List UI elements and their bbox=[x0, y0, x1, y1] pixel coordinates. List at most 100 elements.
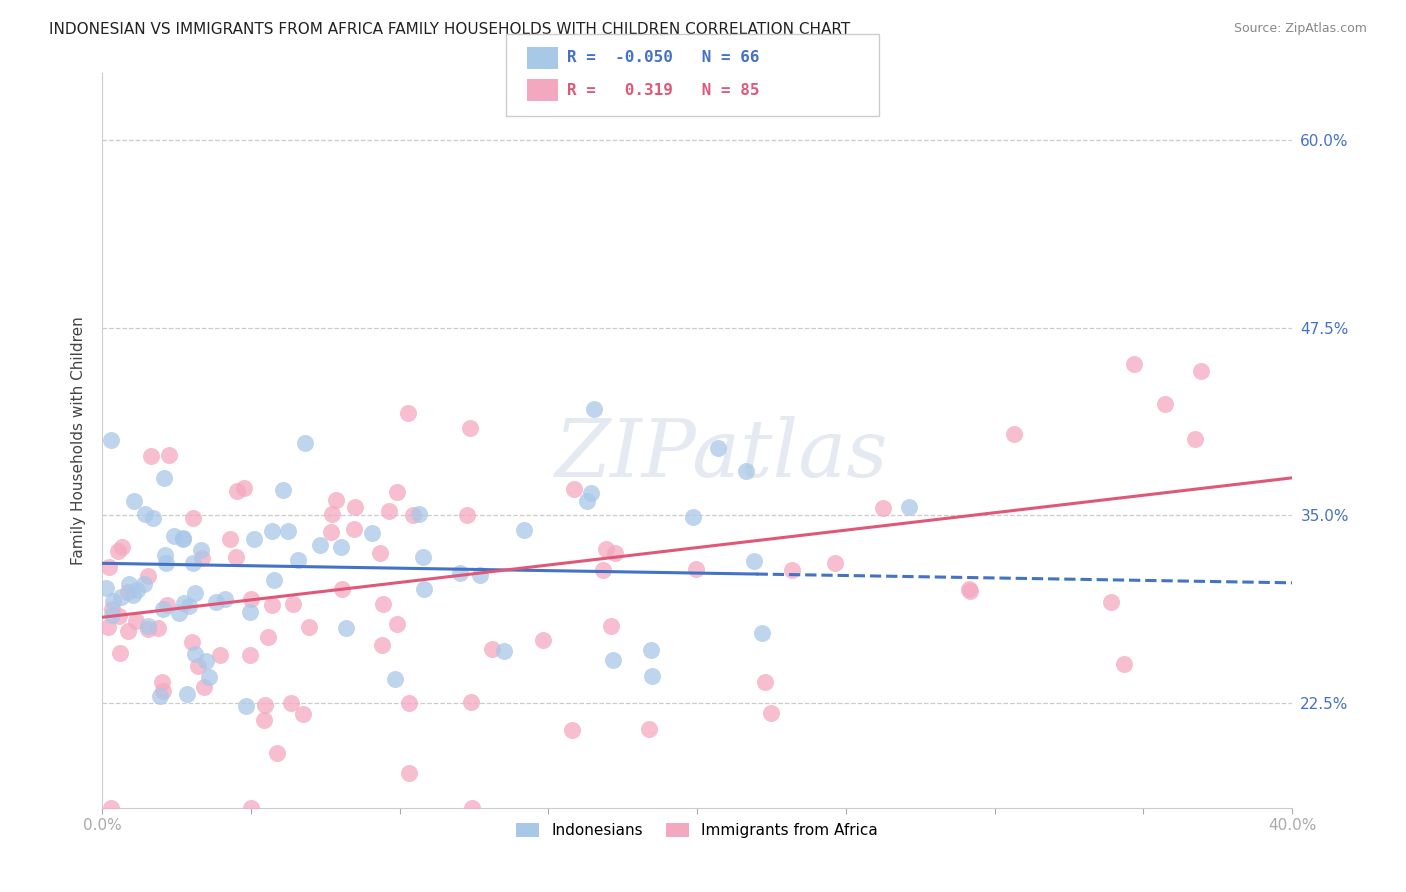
Point bbox=[169, 606, 191, 620]
Point bbox=[184, 586, 207, 600]
Point bbox=[233, 482, 256, 496]
Text: INDONESIAN VS IMMIGRANTS FROM AFRICA FAMILY HOUSEHOLDS WITH CHILDREN CORRELATION: INDONESIAN VS IMMIGRANTS FROM AFRICA FAM… bbox=[49, 22, 851, 37]
Point bbox=[408, 507, 430, 521]
Point bbox=[706, 441, 728, 455]
Point bbox=[575, 493, 598, 508]
Point bbox=[238, 648, 260, 662]
Point bbox=[384, 672, 406, 686]
Point bbox=[824, 557, 846, 571]
Point bbox=[122, 588, 145, 602]
Point bbox=[298, 620, 321, 634]
Point bbox=[191, 551, 214, 566]
Point bbox=[180, 635, 202, 649]
Point bbox=[262, 524, 284, 538]
Point bbox=[155, 557, 177, 571]
Point bbox=[117, 624, 139, 638]
Text: R =  -0.050   N = 66: R = -0.050 N = 66 bbox=[567, 51, 759, 65]
Point bbox=[181, 511, 204, 525]
Text: ZIPatlas: ZIPatlas bbox=[554, 417, 887, 494]
Text: Source: ZipAtlas.com: Source: ZipAtlas.com bbox=[1233, 22, 1367, 36]
Point bbox=[309, 538, 332, 552]
Point bbox=[97, 619, 120, 633]
Point bbox=[100, 433, 122, 447]
Point bbox=[735, 464, 758, 478]
Point bbox=[412, 550, 434, 565]
Point bbox=[396, 405, 419, 419]
Point bbox=[111, 540, 134, 554]
Point bbox=[1112, 657, 1135, 672]
Point bbox=[742, 554, 765, 568]
Point bbox=[197, 670, 219, 684]
Point bbox=[458, 421, 481, 435]
Point bbox=[97, 560, 120, 574]
Point bbox=[240, 592, 263, 607]
Point bbox=[344, 500, 367, 514]
Point bbox=[1184, 432, 1206, 446]
Point bbox=[172, 532, 194, 546]
Point bbox=[94, 581, 117, 595]
Point bbox=[343, 522, 366, 536]
Point bbox=[360, 525, 382, 540]
Point bbox=[561, 723, 583, 737]
Point bbox=[450, 566, 472, 581]
Point bbox=[481, 641, 503, 656]
Point bbox=[205, 595, 228, 609]
Point bbox=[582, 401, 605, 416]
Point bbox=[226, 484, 249, 499]
Point bbox=[136, 619, 159, 633]
Point bbox=[321, 524, 343, 539]
Point bbox=[368, 547, 391, 561]
Point bbox=[321, 507, 343, 521]
Point bbox=[214, 592, 236, 607]
Point bbox=[153, 548, 176, 562]
Point bbox=[108, 608, 131, 623]
Point bbox=[132, 576, 155, 591]
Point bbox=[460, 695, 482, 709]
Point bbox=[897, 500, 920, 515]
Point bbox=[172, 531, 194, 545]
Point bbox=[600, 619, 623, 633]
Point bbox=[193, 680, 215, 694]
Legend: Indonesians, Immigrants from Africa: Indonesians, Immigrants from Africa bbox=[510, 817, 884, 844]
Point bbox=[294, 436, 316, 450]
Point bbox=[468, 568, 491, 582]
Point bbox=[592, 563, 614, 577]
Point bbox=[413, 582, 436, 596]
Point bbox=[370, 638, 392, 652]
Point bbox=[957, 582, 980, 596]
Point bbox=[100, 801, 122, 815]
Point bbox=[959, 584, 981, 599]
Point bbox=[373, 597, 395, 611]
Point bbox=[184, 648, 207, 662]
Point bbox=[872, 501, 894, 516]
Point bbox=[190, 542, 212, 557]
Point bbox=[142, 511, 165, 525]
Point bbox=[562, 483, 585, 497]
Point bbox=[398, 696, 420, 710]
Point bbox=[225, 550, 247, 565]
Point bbox=[187, 659, 209, 673]
Point bbox=[239, 606, 262, 620]
Point bbox=[124, 494, 146, 508]
Point bbox=[335, 621, 357, 635]
Point bbox=[1122, 357, 1144, 371]
Point bbox=[754, 675, 776, 690]
Point bbox=[461, 801, 484, 815]
Point bbox=[125, 614, 148, 628]
Point bbox=[256, 630, 278, 644]
Point bbox=[271, 483, 294, 498]
Point bbox=[177, 599, 200, 613]
Point bbox=[235, 699, 257, 714]
Point bbox=[280, 696, 302, 710]
Point bbox=[283, 597, 305, 611]
Point bbox=[398, 766, 420, 780]
Point bbox=[101, 594, 124, 608]
Point bbox=[101, 607, 124, 622]
Point bbox=[253, 714, 276, 728]
Point bbox=[243, 532, 266, 546]
Text: R =   0.319   N = 85: R = 0.319 N = 85 bbox=[567, 83, 759, 97]
Point bbox=[1004, 426, 1026, 441]
Point bbox=[118, 577, 141, 591]
Point bbox=[262, 599, 284, 613]
Point bbox=[685, 562, 707, 576]
